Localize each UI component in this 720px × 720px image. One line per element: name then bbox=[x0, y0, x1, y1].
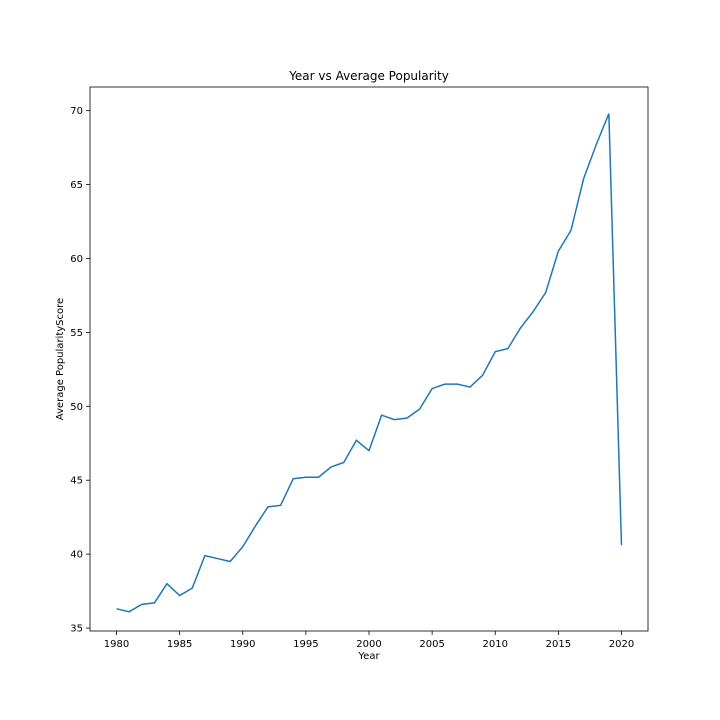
x-tick-label: 1985 bbox=[167, 639, 192, 650]
data-point bbox=[367, 449, 371, 453]
plot-area bbox=[89, 86, 649, 632]
data-point bbox=[304, 475, 308, 479]
x-axis-label: Year bbox=[357, 651, 380, 662]
y-tick-label: 35 bbox=[70, 624, 83, 635]
y-tick-label: 40 bbox=[70, 550, 83, 561]
data-point bbox=[241, 545, 245, 549]
data-point bbox=[468, 385, 472, 389]
data-point bbox=[493, 350, 497, 354]
y-tick-label: 60 bbox=[70, 254, 83, 265]
data-point bbox=[152, 601, 156, 605]
y-tick-label: 45 bbox=[70, 476, 83, 487]
data-point bbox=[544, 290, 548, 294]
series-line bbox=[116, 113, 623, 613]
x-tick-label: 2015 bbox=[546, 639, 571, 650]
x-tick-label: 2010 bbox=[483, 639, 508, 650]
y-tick-label: 70 bbox=[70, 106, 83, 117]
data-point bbox=[380, 413, 384, 417]
data-point bbox=[582, 177, 586, 181]
data-point bbox=[619, 543, 623, 547]
data-point bbox=[266, 505, 270, 509]
data-point bbox=[531, 310, 535, 314]
x-tick-label: 2020 bbox=[609, 639, 634, 650]
data-point bbox=[594, 143, 598, 147]
data-point bbox=[190, 586, 194, 590]
data-point bbox=[354, 438, 358, 442]
data-point bbox=[518, 326, 522, 330]
x-tick-label: 1990 bbox=[230, 639, 255, 650]
x-tick-label: 1995 bbox=[293, 639, 318, 650]
x-tick-label: 1980 bbox=[104, 639, 129, 650]
y-axis: 35 40 45 50 55 60 65 70 bbox=[70, 106, 90, 635]
data-point bbox=[228, 560, 232, 564]
y-tick-label: 55 bbox=[70, 328, 83, 339]
y-tick-label: 65 bbox=[70, 180, 83, 191]
data-point bbox=[430, 387, 434, 391]
x-tick-label: 2000 bbox=[356, 639, 381, 650]
data-point bbox=[392, 418, 396, 422]
data-point bbox=[115, 607, 119, 611]
data-point bbox=[443, 382, 447, 386]
data-point bbox=[405, 416, 409, 420]
data-point bbox=[165, 582, 169, 586]
data-point bbox=[279, 503, 283, 507]
data-point bbox=[455, 382, 459, 386]
data-point bbox=[317, 475, 321, 479]
data-point bbox=[216, 557, 220, 561]
data-point bbox=[203, 554, 207, 558]
data-point bbox=[481, 373, 485, 377]
y-axis-label: Average PopularityScore bbox=[55, 298, 66, 420]
data-point bbox=[607, 112, 611, 116]
data-points bbox=[115, 112, 624, 614]
data-point bbox=[556, 249, 560, 253]
data-point bbox=[506, 347, 510, 351]
x-axis: 1980 1985 1990 1995 2000 2005 2010 2015 2020 bbox=[104, 631, 634, 650]
data-point bbox=[329, 465, 333, 469]
y-tick-label: 50 bbox=[70, 402, 83, 413]
x-tick-label: 2005 bbox=[419, 639, 444, 650]
data-point bbox=[569, 228, 573, 232]
data-point bbox=[342, 460, 346, 464]
data-point bbox=[140, 602, 144, 606]
data-point bbox=[178, 594, 182, 598]
data-point bbox=[253, 524, 257, 528]
data-point bbox=[417, 407, 421, 411]
data-point bbox=[127, 610, 131, 614]
chart-title: Year vs Average Popularity bbox=[288, 69, 449, 83]
data-point bbox=[291, 477, 295, 481]
